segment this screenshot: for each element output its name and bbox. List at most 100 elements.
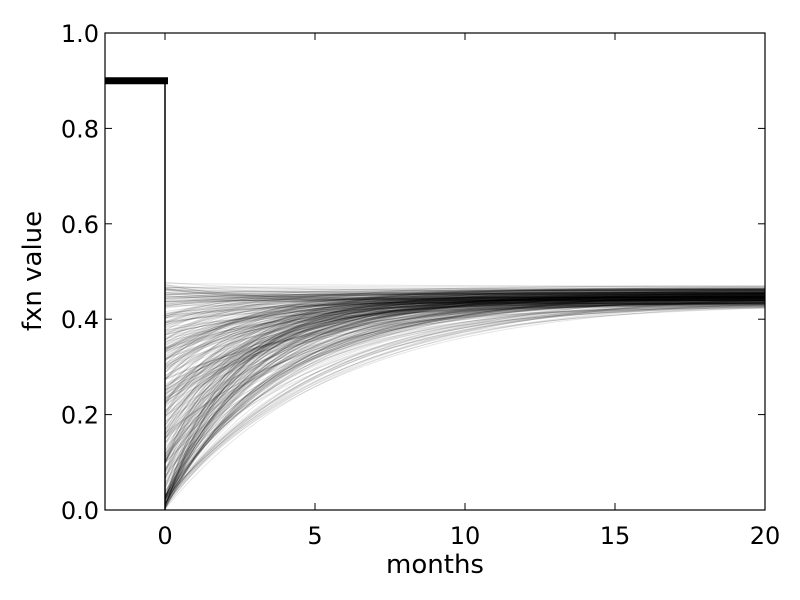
trajectory-line — [164, 296, 766, 347]
trajectory-line — [164, 296, 766, 499]
y-tick-label: 1.0 — [61, 20, 99, 48]
trajectory-line — [164, 298, 766, 326]
trajectory-line — [164, 305, 766, 498]
trajectory-line — [164, 299, 765, 352]
trajectory-line — [164, 297, 766, 506]
trajectory-line — [164, 300, 766, 501]
trajectory-line — [164, 304, 766, 439]
trajectory-line — [164, 290, 765, 406]
trajectory-line — [164, 298, 766, 418]
trajectory-line — [164, 288, 766, 345]
trajectory-line — [164, 292, 765, 319]
x-tick-label: 20 — [750, 522, 781, 550]
trajectory-line — [164, 295, 766, 497]
trajectory-line — [164, 293, 765, 366]
trajectory-line — [164, 298, 766, 397]
trajectory-line — [164, 298, 766, 504]
trajectory-line — [164, 293, 766, 333]
trajectory-line — [164, 295, 766, 501]
trajectory-line — [164, 291, 766, 357]
trajectory-line — [164, 302, 766, 510]
trajectory-line — [164, 291, 766, 510]
trajectory-line — [164, 306, 766, 508]
x-tick-label: 15 — [600, 522, 631, 550]
trajectory-line — [164, 286, 765, 291]
trajectory-line — [164, 294, 766, 368]
trajectory-line — [164, 288, 765, 300]
trajectory-line — [164, 305, 766, 425]
trajectory-line — [164, 292, 766, 508]
trajectory-line — [164, 296, 765, 412]
trajectory-line — [164, 299, 765, 336]
trajectory-line — [164, 289, 766, 324]
trajectory-line — [164, 292, 765, 298]
trajectory-line — [164, 294, 766, 501]
trajectory-line — [164, 297, 765, 331]
trajectory-line — [164, 292, 765, 366]
trajectory-line — [164, 304, 766, 352]
trajectory-line — [164, 299, 766, 380]
trajectory-line — [164, 300, 766, 452]
trajectory-line — [164, 295, 766, 484]
trajectory-line — [164, 295, 766, 455]
trajectory-line — [164, 290, 766, 351]
trajectory-line — [164, 302, 765, 317]
trajectory-line — [164, 305, 766, 486]
trajectory-line — [164, 302, 766, 463]
trajectory-line — [164, 292, 766, 498]
trajectory-line — [164, 297, 765, 507]
trajectory-line — [164, 305, 766, 499]
trajectory-line — [164, 304, 766, 392]
trajectory-line — [164, 296, 766, 439]
trajectory-line — [164, 294, 766, 499]
trajectory-line — [164, 293, 766, 500]
trajectory-line — [164, 293, 765, 362]
trajectory-line — [164, 293, 766, 350]
trajectory-line — [164, 292, 766, 303]
trajectory-line — [164, 294, 766, 504]
trajectory-line — [164, 300, 766, 334]
trajectory-line — [164, 295, 765, 326]
trajectory-line — [164, 297, 766, 366]
trajectory-line — [164, 287, 765, 318]
trajectory-line — [164, 302, 766, 307]
trajectory-line — [164, 289, 766, 437]
trajectory-line — [164, 297, 766, 370]
trajectory-line — [164, 293, 765, 301]
trajectory-line — [164, 299, 766, 465]
trajectory-line — [164, 304, 766, 439]
trajectory-line — [164, 295, 766, 401]
trajectory-line — [164, 297, 766, 427]
trajectory-line — [164, 302, 766, 443]
trajectory-line — [164, 301, 766, 504]
trajectory-line — [164, 302, 766, 422]
trajectory-line — [164, 297, 766, 361]
trajectory-line — [164, 294, 766, 437]
trajectory-line — [164, 298, 766, 360]
trajectory-line — [164, 296, 766, 364]
trajectory-line — [164, 294, 765, 304]
trajectory-line — [164, 302, 766, 464]
trajectory-line — [164, 304, 766, 509]
special-lines — [105, 77, 168, 510]
trajectory-line — [164, 302, 766, 377]
trajectory-line — [164, 292, 766, 324]
trajectory-line — [164, 300, 766, 392]
trajectory-line — [164, 294, 765, 317]
y-axis-ticks: 0.0 0.2 0.4 0.6 0.8 1.0 — [61, 20, 765, 525]
trajectory-line — [164, 306, 766, 501]
trajectory-line — [164, 295, 765, 302]
trajectory-line — [164, 292, 765, 508]
trajectory-line — [164, 292, 766, 406]
trajectory-line — [164, 284, 765, 296]
trajectory-line — [164, 294, 766, 464]
trajectory-line — [164, 289, 765, 294]
x-axis-label: months — [386, 550, 484, 580]
trajectory-line — [164, 302, 766, 508]
trajectory-line — [164, 295, 766, 315]
trajectory-line — [164, 297, 766, 360]
trajectory-line — [164, 297, 766, 370]
trajectory-line — [164, 296, 766, 332]
trajectory-line — [164, 290, 766, 348]
trajectory-line — [164, 306, 766, 504]
